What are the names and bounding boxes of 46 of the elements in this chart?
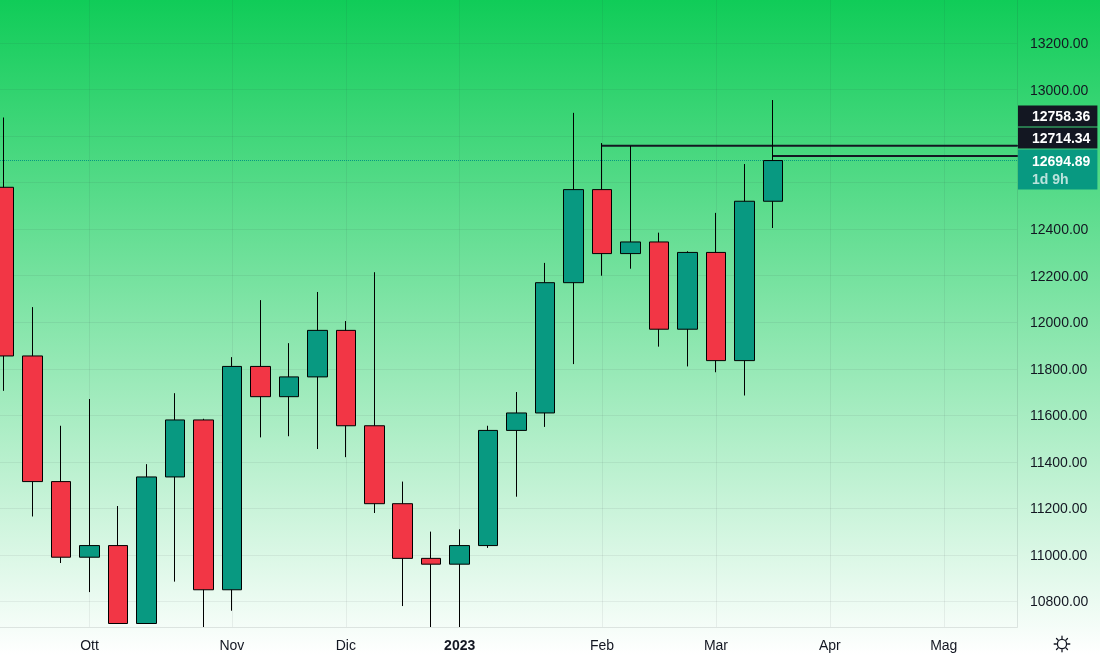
y-tick-label: 12400.00: [1030, 221, 1089, 238]
x-tick-label: Dic: [335, 637, 356, 653]
candlestick: [108, 505, 128, 625]
candlestick: [79, 398, 100, 593]
candlestick: [307, 291, 328, 450]
data-label: 12758.36: [1032, 108, 1091, 125]
x-tick-label: Feb: [590, 637, 615, 653]
x-tick-label: 2023: [444, 637, 476, 653]
y-tick-label: 11800.00: [1030, 360, 1088, 377]
candlestick: [22, 306, 43, 517]
y-tick-label: 12000.00: [1030, 314, 1089, 331]
candlestick: [535, 262, 555, 428]
candlestick: [193, 418, 214, 628]
candlestick: [706, 212, 726, 373]
candlestick: [449, 528, 470, 628]
y-tick-label: 11400.00: [1030, 453, 1088, 470]
candlestick: [364, 271, 385, 514]
candlestick: [421, 531, 441, 628]
y-tick-label: 11000.00: [1030, 546, 1088, 563]
y-tick-label: 10800.00: [1030, 593, 1089, 610]
y-tick-label: 13000.00: [1030, 81, 1089, 98]
candlestick: [649, 232, 669, 348]
candlestick: [136, 463, 157, 625]
candlestick: [677, 250, 698, 367]
x-tick-label: Apr: [818, 637, 842, 653]
candlestick: [392, 481, 413, 607]
x-tick-label: Mar: [703, 637, 729, 653]
x-tick-label: Ott: [80, 637, 99, 653]
y-tick-label: 11600.00: [1030, 407, 1088, 424]
candlestick: [222, 356, 242, 612]
y-tick-label: 12200.00: [1030, 267, 1089, 284]
candlestick: [51, 425, 71, 564]
candlestick: [279, 342, 299, 437]
candlestick: [478, 425, 498, 549]
candlestick: [165, 392, 185, 583]
x-tick-label: Mag: [930, 637, 958, 653]
candlestick: [592, 142, 612, 277]
candlestick: [506, 391, 527, 498]
y-tick-label: 13200.00: [1030, 35, 1089, 52]
y-tick-label: 11200.00: [1030, 500, 1088, 517]
ref-line-label: 12694.89 1d 9h: [1032, 152, 1091, 187]
data-label: 12714.34: [1032, 130, 1091, 147]
candlestick: [250, 299, 271, 438]
x-tick-label: Nov: [219, 637, 245, 653]
candlestick: [734, 163, 755, 397]
candlestick: [336, 320, 356, 458]
